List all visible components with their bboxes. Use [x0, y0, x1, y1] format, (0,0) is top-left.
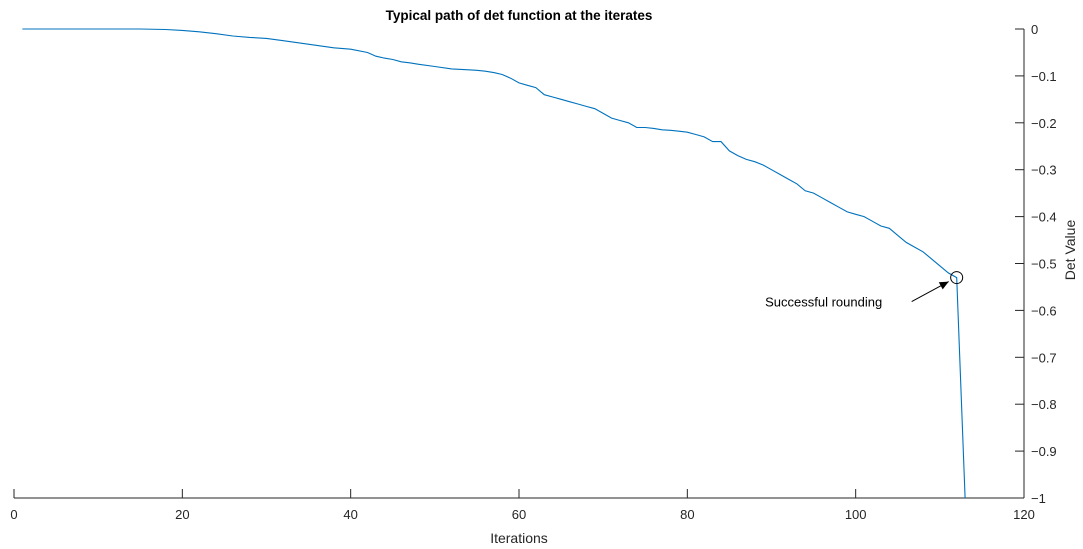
series-line [22, 28, 966, 499]
y-tick-label: −0.7 [1031, 350, 1057, 365]
x-tick-label: 120 [1013, 507, 1035, 522]
y-tick-label: −0.6 [1031, 303, 1057, 318]
y-tick-label: 0 [1031, 22, 1038, 37]
x-axis-label: Iterations [490, 530, 548, 546]
y-tick-label: −0.3 [1031, 163, 1057, 178]
y-tick-label: −0.5 [1031, 257, 1057, 272]
y-tick-label: −1 [1031, 491, 1046, 506]
x-tick-label: 100 [845, 507, 867, 522]
x-tick-label: 0 [10, 507, 17, 522]
x-tick-label: 60 [512, 507, 526, 522]
y-axis-label: Det Value [1062, 220, 1078, 281]
chart-title: Typical path of det function at the iter… [386, 8, 653, 23]
y-tick-label: −0.8 [1031, 397, 1057, 412]
x-tick-label: 20 [175, 507, 189, 522]
y-tick-label: −0.2 [1031, 116, 1057, 131]
x-tick-label: 80 [680, 507, 694, 522]
annotation-label: Successful rounding [765, 295, 882, 310]
ticks: 0 20 40 60 80 100 120 0 −0.1 −0.2 −0.3 −0.4 −0.5 −0.6… [10, 22, 1056, 522]
y-tick-label: −0.1 [1031, 69, 1057, 84]
annotation: Successful rounding [765, 271, 964, 310]
y-tick-label: −0.9 [1031, 444, 1057, 459]
y-tick-label: −0.4 [1031, 210, 1057, 225]
axes [14, 29, 1025, 499]
annotation-circle [950, 271, 964, 285]
x-tick-label: 40 [343, 507, 357, 522]
annotation-arrowhead [938, 281, 949, 290]
